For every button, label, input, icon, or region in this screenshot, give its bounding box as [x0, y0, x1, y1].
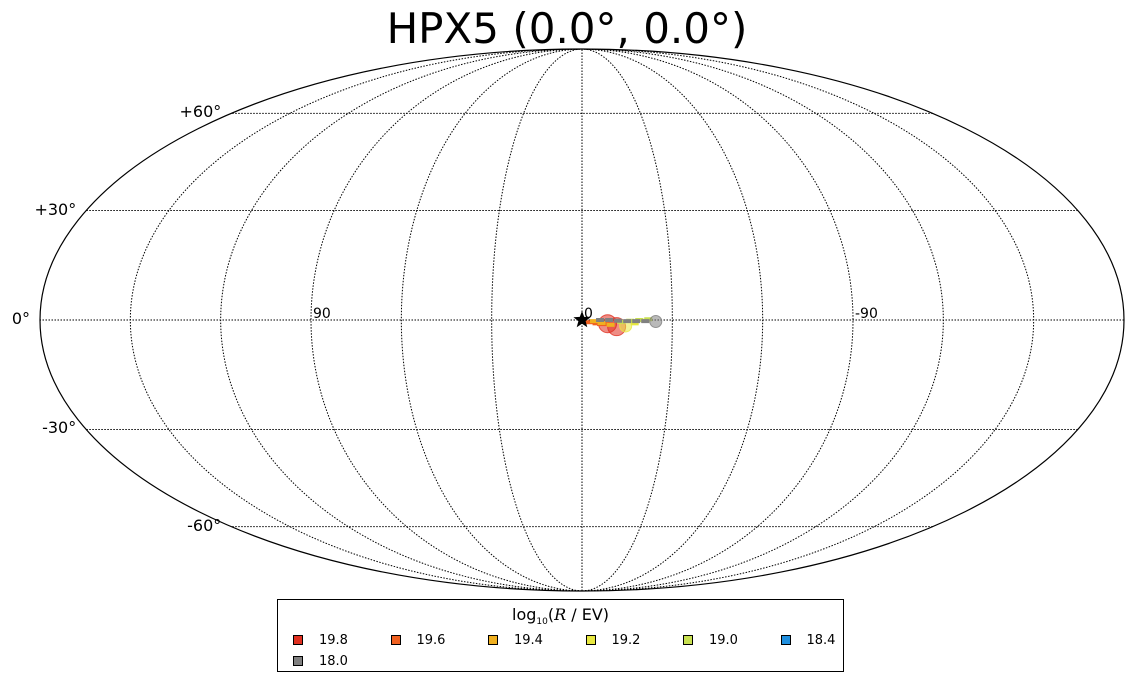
- meridian-line: [581, 48, 1035, 592]
- data-point: [597, 320, 606, 325]
- legend-entry: 19.0: [683, 632, 738, 648]
- data-point: [623, 319, 632, 324]
- meridian-line: [220, 48, 583, 592]
- legend-swatch: [683, 635, 693, 645]
- legend-entry: 18.4: [780, 632, 836, 648]
- legend-swatch: [488, 635, 498, 645]
- legend-entry: 19.2: [585, 632, 641, 648]
- graticule: [40, 48, 1124, 592]
- data-point: [614, 318, 623, 323]
- legend-title-prefix: log: [512, 605, 537, 624]
- lon-label: 0: [584, 306, 593, 322]
- data-point: [632, 319, 641, 324]
- legend-label: 19.6: [416, 632, 446, 648]
- legend-label: 19.2: [611, 632, 641, 648]
- data-point: [605, 318, 614, 322]
- legend-entry: 19.6: [390, 632, 446, 648]
- data-point: [606, 322, 615, 327]
- chart-title: HPX5 (0.0°, 0.0°): [386, 4, 748, 53]
- legend-label: 19.4: [514, 632, 543, 648]
- legend-label: 19.8: [319, 632, 348, 648]
- legend-title-var: R: [554, 605, 567, 624]
- data-point: [649, 314, 663, 328]
- lon-label: -90: [855, 306, 878, 322]
- legend-label: 19.0: [709, 632, 738, 648]
- meridian-line: [400, 48, 583, 592]
- legend-title: log10(R / EV): [512, 605, 609, 628]
- data-point: [630, 321, 639, 326]
- lat-label: -30°: [42, 418, 77, 438]
- lat-label: 0°: [11, 309, 30, 328]
- data-point: [590, 319, 599, 324]
- legend-title-sub: 10: [536, 617, 548, 628]
- data-points: [585, 314, 663, 337]
- legend-title-suffix: / EV): [566, 605, 609, 624]
- legend-swatch: [585, 635, 596, 645]
- meridian-line: [581, 48, 764, 592]
- lat-label: +30°: [34, 199, 77, 219]
- center-marker: [573, 311, 591, 328]
- legend-swatch: [780, 635, 791, 645]
- lat-label: +60°: [179, 102, 222, 122]
- meridian-line: [581, 48, 854, 592]
- meridian-line: [129, 48, 583, 592]
- legend-swatch: [293, 656, 303, 666]
- lon-label: 90: [313, 306, 331, 322]
- legend-label: 18.0: [319, 653, 348, 669]
- star-icon: [573, 311, 591, 328]
- data-point: [641, 319, 650, 324]
- legend-entry: 18.0: [293, 653, 348, 669]
- legend-entry: 19.4: [488, 632, 543, 648]
- meridian-line: [581, 48, 944, 592]
- legend-swatch: [293, 635, 303, 645]
- lat-label: -60°: [187, 515, 222, 535]
- legend-entry: 19.8: [293, 632, 348, 648]
- legend-swatch: [390, 635, 401, 645]
- legend-label: 18.4: [806, 632, 836, 648]
- legend: log10(R / EV) 19.8 19.6 19.4 19.2 19.0 18.4 18…: [277, 599, 844, 672]
- map-outline: [39, 48, 1125, 592]
- data-point: [596, 318, 605, 322]
- meridian-line: [310, 48, 583, 592]
